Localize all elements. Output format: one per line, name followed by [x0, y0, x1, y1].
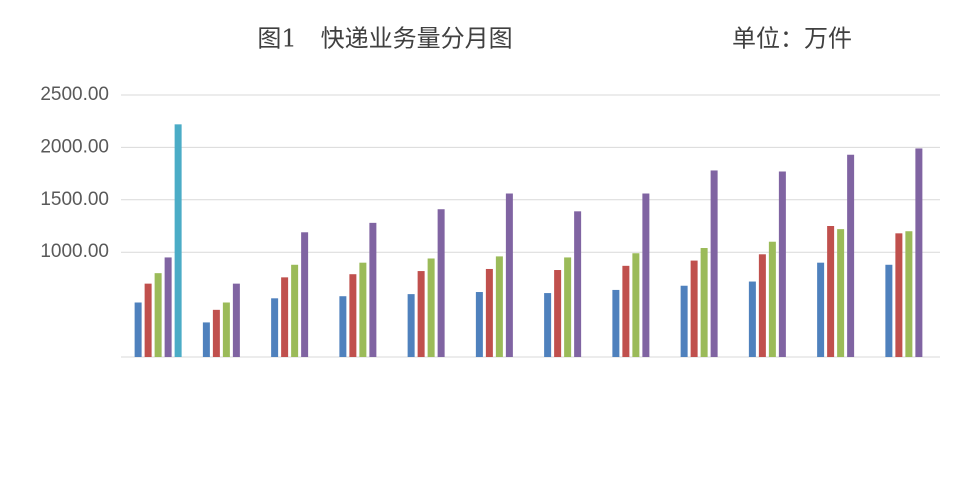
bar: [768, 241, 776, 357]
bar: [827, 226, 835, 357]
bar: [174, 124, 182, 358]
unit-label: 单位：万件: [732, 25, 852, 53]
bar: [417, 271, 425, 357]
bar: [817, 262, 825, 357]
bar: [144, 283, 152, 357]
bar: [885, 264, 893, 357]
bar: [505, 193, 513, 357]
bar: [232, 283, 240, 357]
bar: [690, 260, 698, 357]
bar: [154, 273, 162, 357]
bar: [778, 171, 786, 357]
bar: [554, 270, 562, 357]
bar: [612, 289, 620, 357]
bar: [700, 248, 708, 357]
bar: [564, 257, 572, 357]
bar: [437, 209, 445, 357]
bar: [475, 292, 483, 357]
bar: [349, 274, 357, 357]
bar: [369, 222, 377, 357]
bar: [758, 254, 766, 357]
bar: [134, 302, 142, 357]
y-tick-label: 2000.00: [40, 136, 109, 157]
bar: [222, 302, 230, 357]
chart-title: 图1 快递业务量分月图: [257, 25, 512, 53]
bar: [212, 309, 220, 357]
bar: [837, 229, 845, 357]
y-tick-label: 1000.00: [40, 241, 109, 262]
bar: [544, 293, 552, 357]
bar: [164, 257, 172, 357]
bar: [407, 294, 415, 357]
bar: [710, 170, 718, 357]
y-tick-label: 2500.00: [40, 84, 109, 105]
bar: [291, 264, 299, 357]
bar: [905, 231, 913, 357]
bar: [485, 268, 493, 357]
bar: [281, 277, 289, 357]
bar: [574, 211, 582, 357]
bar: [915, 148, 923, 357]
bar: [622, 265, 630, 357]
bar: [632, 253, 640, 357]
bar: [847, 154, 855, 357]
bar: [748, 281, 756, 357]
bar: [202, 322, 210, 357]
bar: [301, 232, 309, 357]
bar: [642, 193, 650, 357]
bar: [895, 233, 903, 357]
bar: [680, 285, 688, 357]
bar: [339, 296, 347, 357]
y-tick-label: 1500.00: [40, 189, 109, 210]
bar: [359, 262, 367, 357]
bar: [495, 256, 503, 357]
bar: [427, 258, 435, 357]
bar: [271, 298, 279, 357]
